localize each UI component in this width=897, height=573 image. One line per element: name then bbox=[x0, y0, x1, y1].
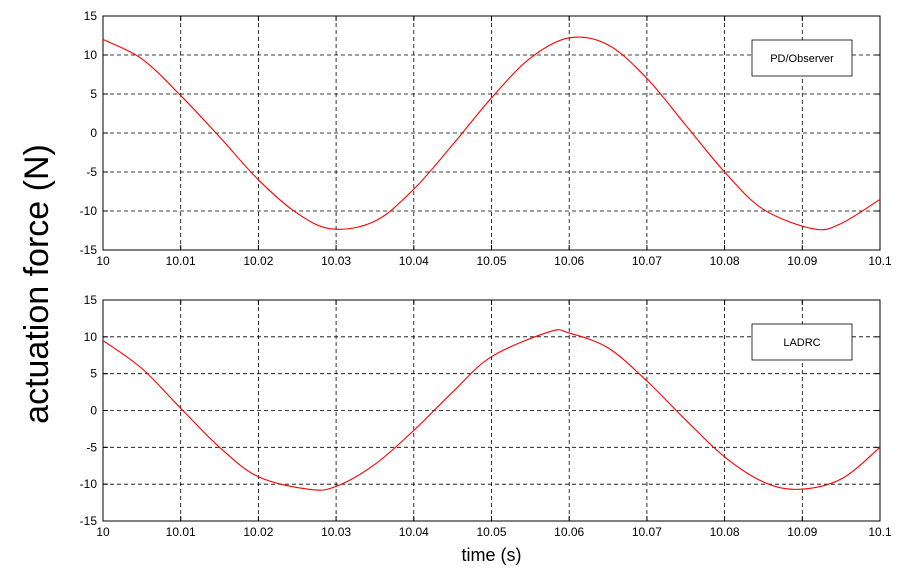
x-tick-label: 10.01 bbox=[166, 525, 196, 539]
x-tick-label: 10.1 bbox=[868, 525, 892, 539]
y-tick-label: -10 bbox=[80, 477, 98, 491]
y-tick-label: -15 bbox=[80, 514, 98, 528]
x-tick-label: 10 bbox=[96, 525, 110, 539]
x-tick-label: 10.02 bbox=[243, 254, 273, 268]
x-tick-label: 10.07 bbox=[632, 525, 662, 539]
y-tick-label: 15 bbox=[84, 9, 98, 23]
y-tick-label: -5 bbox=[86, 165, 97, 179]
x-tick-label: 10.05 bbox=[476, 254, 506, 268]
y-tick-label: 10 bbox=[84, 330, 98, 344]
x-tick-label: 10.01 bbox=[166, 254, 196, 268]
y-tick-label: 0 bbox=[90, 404, 97, 418]
y-tick-label: 5 bbox=[90, 367, 97, 381]
x-tick-label: 10.03 bbox=[321, 254, 351, 268]
legend-label: PD/Observer bbox=[770, 53, 834, 65]
x-tick-label: 10.09 bbox=[787, 254, 817, 268]
x-tick-label: 10.09 bbox=[787, 525, 817, 539]
x-tick-label: 10.1 bbox=[868, 254, 892, 268]
x-tick-label: 10.07 bbox=[632, 254, 662, 268]
y-axis-title: actuation force (N) bbox=[18, 144, 56, 424]
legend-box bbox=[751, 39, 853, 77]
x-tick-label: 10.05 bbox=[476, 525, 506, 539]
y-tick-label: -10 bbox=[80, 204, 98, 218]
y-tick-label: 5 bbox=[90, 87, 97, 101]
series-line-pd-observer bbox=[102, 36, 881, 231]
x-tick-label: 10.04 bbox=[399, 254, 429, 268]
x-tick-label: 10.03 bbox=[321, 525, 351, 539]
x-tick-label: 10.02 bbox=[243, 525, 273, 539]
series-line-ladrc bbox=[102, 329, 881, 491]
y-tick-label: 10 bbox=[84, 48, 98, 62]
legend-label: LADRC bbox=[783, 337, 820, 349]
x-tick-label: 10.06 bbox=[554, 525, 584, 539]
x-axis-title: time (s) bbox=[462, 545, 522, 565]
x-tick-label: 10 bbox=[96, 254, 110, 268]
legend-box bbox=[751, 323, 853, 361]
y-tick-label: 15 bbox=[84, 293, 98, 307]
y-tick-label: -15 bbox=[80, 243, 98, 257]
y-tick-label: -5 bbox=[86, 440, 97, 454]
x-tick-label: 10.08 bbox=[710, 254, 740, 268]
x-tick-label: 10.06 bbox=[554, 254, 584, 268]
y-tick-label: 0 bbox=[90, 126, 97, 140]
x-tick-label: 10.08 bbox=[710, 525, 740, 539]
x-tick-label: 10.04 bbox=[399, 525, 429, 539]
chart-panel-2: 10 10.01 10.02 10.03 10.04 10.05 10.06 10.07 10.… bbox=[80, 293, 892, 565]
chart-panel-1: 10 10.01 10.02 10.03 10.04 10.05 10.06 10.07 10.… bbox=[18, 9, 892, 424]
